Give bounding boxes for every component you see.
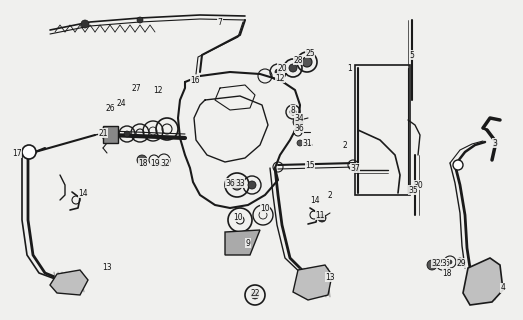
Text: 18: 18	[138, 158, 148, 167]
Text: 5: 5	[410, 51, 414, 60]
Circle shape	[456, 258, 464, 266]
Text: 6: 6	[445, 259, 449, 268]
Text: 14: 14	[310, 196, 320, 204]
Text: 10: 10	[233, 212, 243, 221]
Polygon shape	[463, 258, 503, 305]
Bar	[355, 65, 410, 195]
Text: 2: 2	[327, 190, 333, 199]
Text: 28: 28	[293, 55, 303, 65]
Circle shape	[290, 109, 296, 115]
Text: 27: 27	[131, 84, 141, 92]
Text: 1: 1	[348, 63, 353, 73]
Circle shape	[81, 20, 89, 28]
Text: 9: 9	[246, 238, 251, 247]
Polygon shape	[225, 230, 260, 255]
Text: 18: 18	[442, 268, 452, 277]
Text: 24: 24	[116, 99, 126, 108]
Text: 4: 4	[501, 284, 505, 292]
Circle shape	[137, 17, 143, 23]
Polygon shape	[293, 265, 332, 300]
Polygon shape	[50, 270, 88, 295]
Text: 22: 22	[250, 289, 260, 298]
Circle shape	[302, 57, 312, 67]
Text: 2: 2	[343, 140, 347, 149]
Circle shape	[22, 145, 36, 159]
Text: 26: 26	[105, 103, 115, 113]
Circle shape	[297, 140, 303, 146]
Text: 35: 35	[408, 186, 418, 195]
Text: 23: 23	[437, 259, 447, 268]
Text: 37: 37	[350, 164, 360, 172]
Text: 34: 34	[294, 114, 304, 123]
Text: 32: 32	[160, 158, 170, 167]
Text: 25: 25	[305, 49, 315, 58]
Text: 8: 8	[291, 106, 295, 115]
Circle shape	[137, 155, 147, 165]
Text: 13: 13	[102, 262, 112, 271]
Text: 7: 7	[218, 18, 222, 27]
Text: 12: 12	[153, 85, 163, 94]
Circle shape	[124, 131, 130, 137]
Text: 20: 20	[277, 63, 287, 73]
Text: 16: 16	[190, 76, 200, 84]
Text: 21: 21	[98, 129, 108, 138]
Text: 33: 33	[235, 179, 245, 188]
Circle shape	[427, 260, 437, 270]
Text: 3: 3	[493, 139, 497, 148]
Text: 12: 12	[275, 74, 285, 83]
Circle shape	[248, 181, 256, 189]
Text: 17: 17	[12, 148, 22, 157]
Circle shape	[289, 64, 297, 72]
Circle shape	[251, 291, 259, 299]
Text: 36: 36	[225, 179, 235, 188]
Text: 31: 31	[302, 139, 312, 148]
Text: 10: 10	[260, 204, 270, 212]
Text: 30: 30	[413, 180, 423, 189]
Text: 19: 19	[150, 158, 160, 167]
Text: 11: 11	[315, 211, 325, 220]
Text: 29: 29	[456, 259, 466, 268]
Text: 36: 36	[294, 124, 304, 132]
Circle shape	[232, 180, 242, 190]
Circle shape	[318, 214, 326, 222]
Circle shape	[448, 260, 452, 264]
Text: 15: 15	[305, 161, 315, 170]
Circle shape	[293, 117, 303, 127]
Circle shape	[453, 160, 463, 170]
Polygon shape	[103, 126, 118, 143]
Circle shape	[275, 69, 281, 75]
Text: 14: 14	[78, 188, 88, 197]
Text: 13: 13	[325, 273, 335, 282]
Text: 32: 32	[431, 259, 441, 268]
